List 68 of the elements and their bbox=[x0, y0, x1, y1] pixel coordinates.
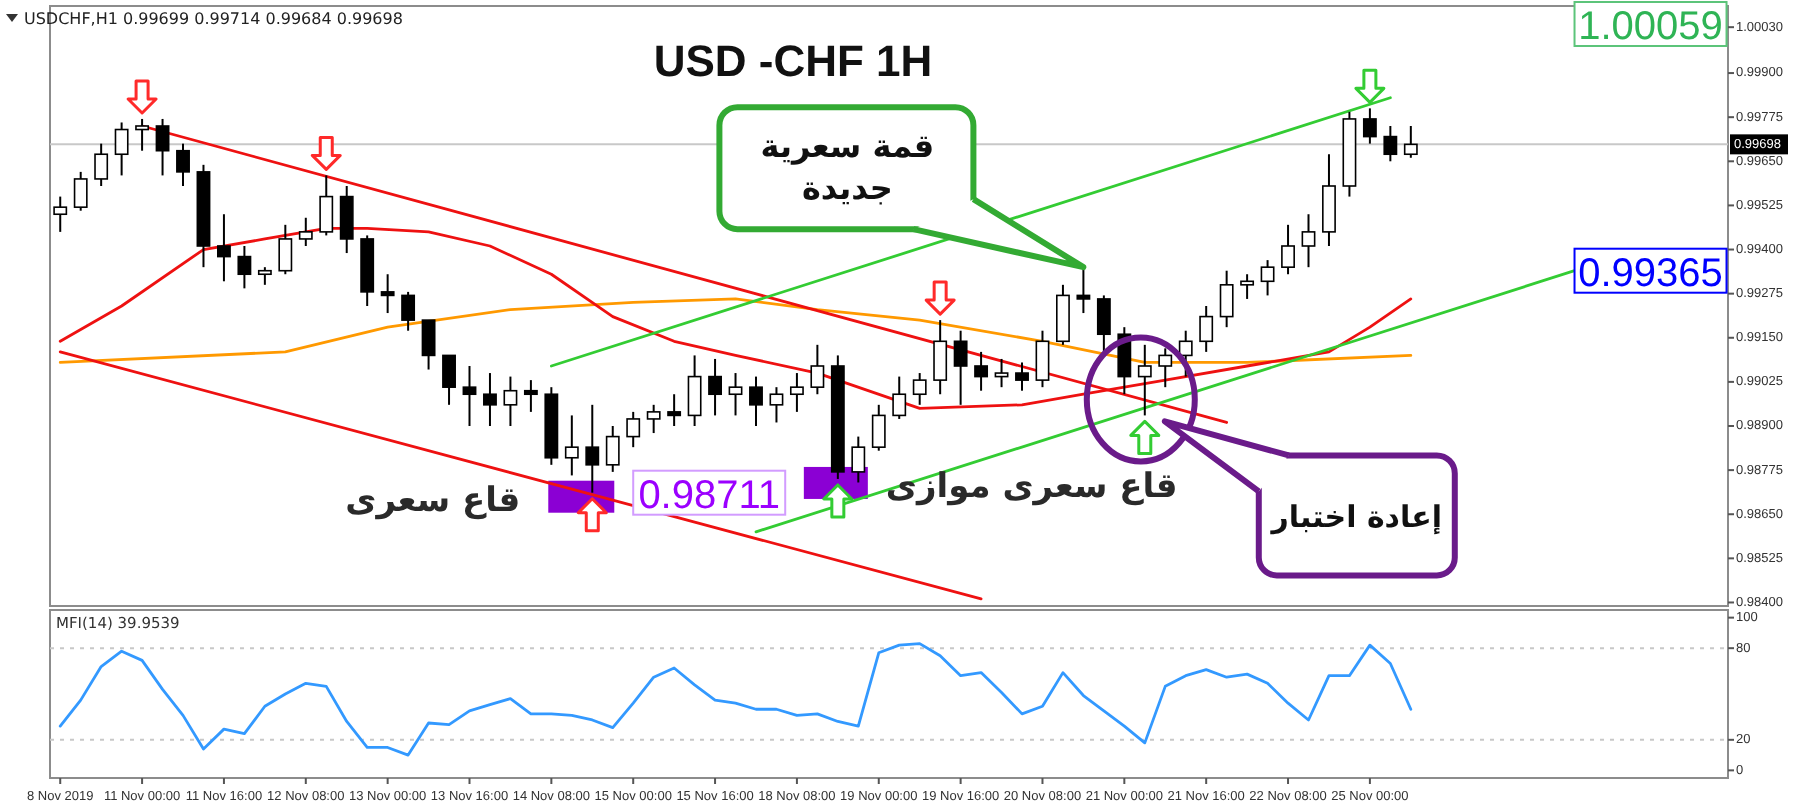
line-series bbox=[58, 642, 1413, 757]
candlestick bbox=[73, 170, 88, 212]
candlestick bbox=[810, 343, 825, 396]
candlestick bbox=[912, 372, 927, 406]
candlestick bbox=[503, 375, 518, 427]
candlestick bbox=[871, 403, 886, 452]
candlestick bbox=[523, 379, 538, 413]
candlestick bbox=[749, 375, 763, 427]
candlestick bbox=[1056, 283, 1070, 346]
annotation: USDCHF,H1 0.99699 0.99714 0.99684 0.99698 bbox=[24, 10, 403, 28]
candlestick bbox=[298, 216, 313, 247]
candlestick bbox=[421, 319, 436, 371]
candlestick bbox=[217, 213, 231, 283]
candlestick bbox=[626, 410, 641, 449]
candlestick bbox=[1403, 125, 1418, 159]
candlestick bbox=[933, 319, 948, 396]
candlestick bbox=[564, 414, 579, 477]
candlestick bbox=[176, 142, 190, 187]
candlestick bbox=[278, 223, 293, 276]
candlestick bbox=[155, 117, 170, 177]
candlestick bbox=[1015, 361, 1029, 392]
candlestick bbox=[892, 375, 907, 420]
candlestick bbox=[1137, 343, 1152, 417]
annotation: قمة سعرية جديدة bbox=[760, 127, 935, 208]
candlestick bbox=[953, 329, 968, 406]
candlestick bbox=[114, 121, 129, 177]
candlestick bbox=[789, 372, 804, 413]
annotation: إعادة اختبار bbox=[1269, 499, 1443, 536]
candlestick bbox=[462, 365, 477, 427]
candlestick bbox=[135, 117, 150, 152]
candlestick bbox=[1281, 223, 1295, 276]
candlestick bbox=[319, 174, 334, 237]
candlestick bbox=[1362, 107, 1377, 145]
candlestick bbox=[646, 403, 661, 435]
candlestick bbox=[667, 393, 682, 427]
candlestick bbox=[708, 357, 722, 417]
candlestick bbox=[1076, 266, 1091, 315]
candlestick bbox=[994, 357, 1009, 389]
annotation: قاع سعرى موازى bbox=[885, 466, 1178, 507]
candlestick bbox=[1322, 153, 1336, 247]
text: USD -CHF 1H bbox=[653, 36, 933, 86]
candlestick bbox=[769, 386, 784, 424]
annotation: قاع سعرى bbox=[345, 480, 521, 521]
candlestick bbox=[687, 354, 702, 427]
candlestick bbox=[851, 435, 866, 484]
annotation: 0.99365 bbox=[1578, 251, 1723, 296]
candlestick bbox=[605, 425, 620, 473]
candlestick bbox=[483, 372, 497, 427]
annotation: 1.00059 bbox=[1578, 5, 1723, 49]
candlestick bbox=[1240, 273, 1255, 300]
candlestick bbox=[1035, 329, 1050, 389]
candlestick bbox=[237, 245, 252, 290]
candlestick bbox=[442, 354, 456, 406]
candlestick bbox=[1096, 294, 1111, 353]
candlestick bbox=[1199, 305, 1214, 353]
candlestick bbox=[974, 350, 989, 392]
candlestick bbox=[401, 290, 416, 332]
candlestick bbox=[339, 185, 354, 255]
candlestick bbox=[585, 403, 600, 494]
candlestick bbox=[1219, 269, 1234, 329]
candlestick bbox=[380, 273, 395, 315]
candlestick bbox=[1383, 125, 1398, 163]
annotation: 0.98711 bbox=[638, 473, 781, 518]
candlestick bbox=[94, 142, 109, 187]
candlestick bbox=[1301, 213, 1316, 269]
candlestick bbox=[728, 372, 743, 417]
candlestick bbox=[1158, 347, 1173, 389]
candlestick bbox=[1260, 259, 1275, 297]
